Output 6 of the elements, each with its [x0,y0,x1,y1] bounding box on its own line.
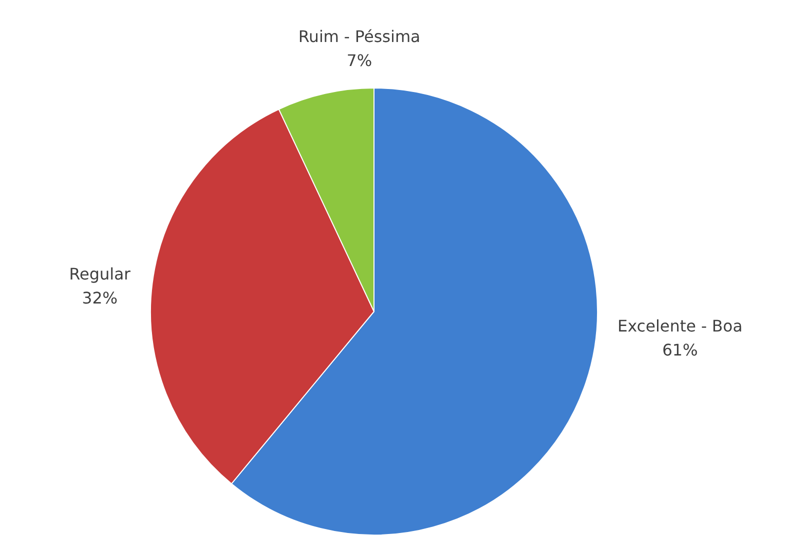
data-label: 61% [662,340,698,360]
slice-label: Ruim - Péssima [298,27,420,46]
data-label: 7% [346,51,372,70]
slice-label: Regular [69,264,131,284]
slice-label: Excelente - Boa [618,316,742,336]
data-label: 32% [82,288,118,308]
